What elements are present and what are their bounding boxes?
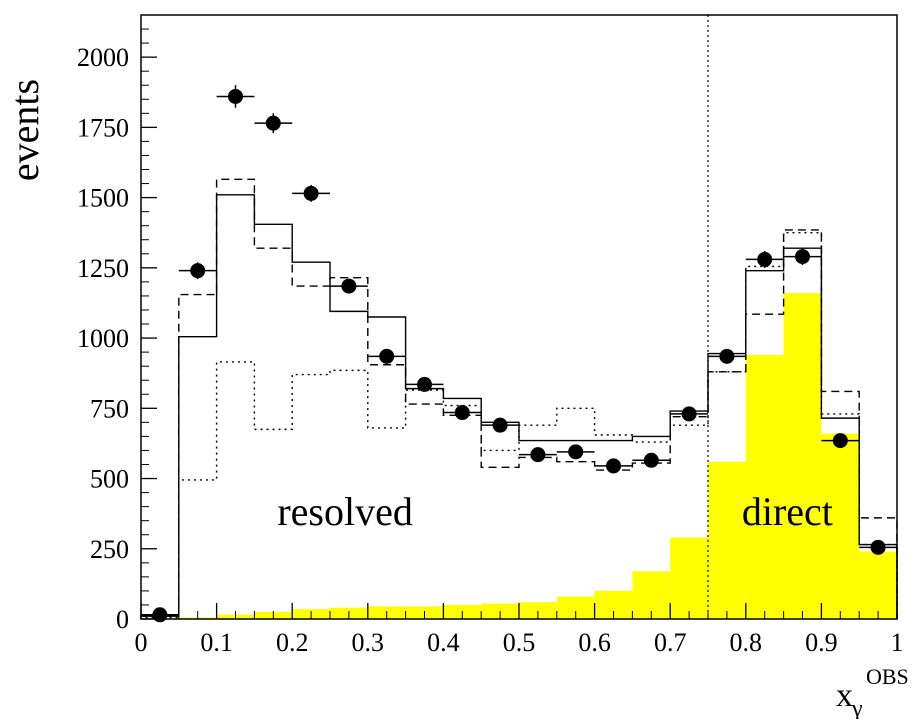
direct-bar-10 [519, 602, 557, 619]
data-point-3 [265, 115, 281, 131]
direct-bar-18 [821, 433, 860, 619]
data-point-5 [341, 278, 357, 294]
direct-bar-11 [556, 596, 595, 619]
x-tick-label-2: 0.2 [276, 628, 309, 657]
x-axis-label-sub: γ [851, 696, 863, 719]
data-point-8 [454, 405, 470, 421]
direct-bar-14 [670, 537, 708, 619]
y-axis-label: events [2, 79, 47, 181]
data-point-2 [228, 88, 243, 104]
x-tick-label-0: 0 [135, 628, 148, 657]
y-tick-label-5: 1250 [77, 254, 129, 283]
dotted-histogram-line [140, 232, 898, 619]
x-axis-label: x γ OBS [836, 664, 909, 719]
data-point-9 [492, 417, 508, 433]
direct-bar-16 [745, 354, 784, 619]
direct-bar-15 [708, 461, 746, 619]
direct-bar-19 [859, 551, 897, 619]
data-point-7 [417, 376, 432, 392]
data-point-12 [606, 458, 621, 474]
data-points [141, 85, 897, 623]
direct-bar-17 [783, 293, 822, 619]
y-tick-label-2: 500 [90, 465, 129, 494]
data-point-17 [795, 249, 810, 265]
x-tick-label-5: 0.5 [503, 628, 536, 657]
data-point-6 [379, 348, 395, 364]
y-tick-label-8: 2000 [77, 43, 129, 72]
data-point-16 [757, 251, 773, 267]
dashed-histogram-line [140, 178, 898, 619]
x-tick-label-3: 0.3 [352, 628, 385, 657]
x-tick-label-10: 1 [891, 628, 904, 657]
data-point-14 [681, 406, 697, 422]
y-tick-label-1: 250 [90, 535, 129, 564]
data-point-1 [190, 263, 206, 279]
direct-filled-histogram [178, 293, 897, 619]
data-point-10 [530, 447, 546, 463]
data-point-11 [568, 444, 584, 460]
y-tick-label-0: 0 [116, 605, 129, 634]
axis-ticks: 0 0.1 0.2 0.3 0.4 0.5 0.6 0.7 0.8 0.9 1 0 250 500 750 1… [77, 14, 904, 657]
y-tick-label-3: 750 [90, 394, 129, 423]
x-tick-label-7: 0.7 [654, 628, 687, 657]
x-axis-label-main: x [836, 677, 853, 714]
x-tick-label-9: 0.9 [805, 628, 838, 657]
y-tick-label-6: 1500 [77, 184, 129, 213]
data-point-15 [719, 348, 735, 364]
x-tick-label-4: 0.4 [427, 628, 460, 657]
x-tick-label-1: 0.1 [200, 628, 233, 657]
y-tick-label-4: 1000 [77, 324, 129, 353]
direct-label: direct [742, 489, 833, 534]
y-tick-label-7: 1750 [77, 113, 129, 142]
data-point-4 [303, 185, 319, 201]
data-point-18 [832, 433, 848, 449]
resolved-label: resolved [277, 489, 413, 534]
data-point-19 [870, 539, 886, 555]
x-tick-label-6: 0.6 [578, 628, 611, 657]
x-axis-label-sup: OBS [866, 664, 909, 689]
x-tick-label-8: 0.8 [730, 628, 763, 657]
data-point-13 [643, 452, 659, 468]
